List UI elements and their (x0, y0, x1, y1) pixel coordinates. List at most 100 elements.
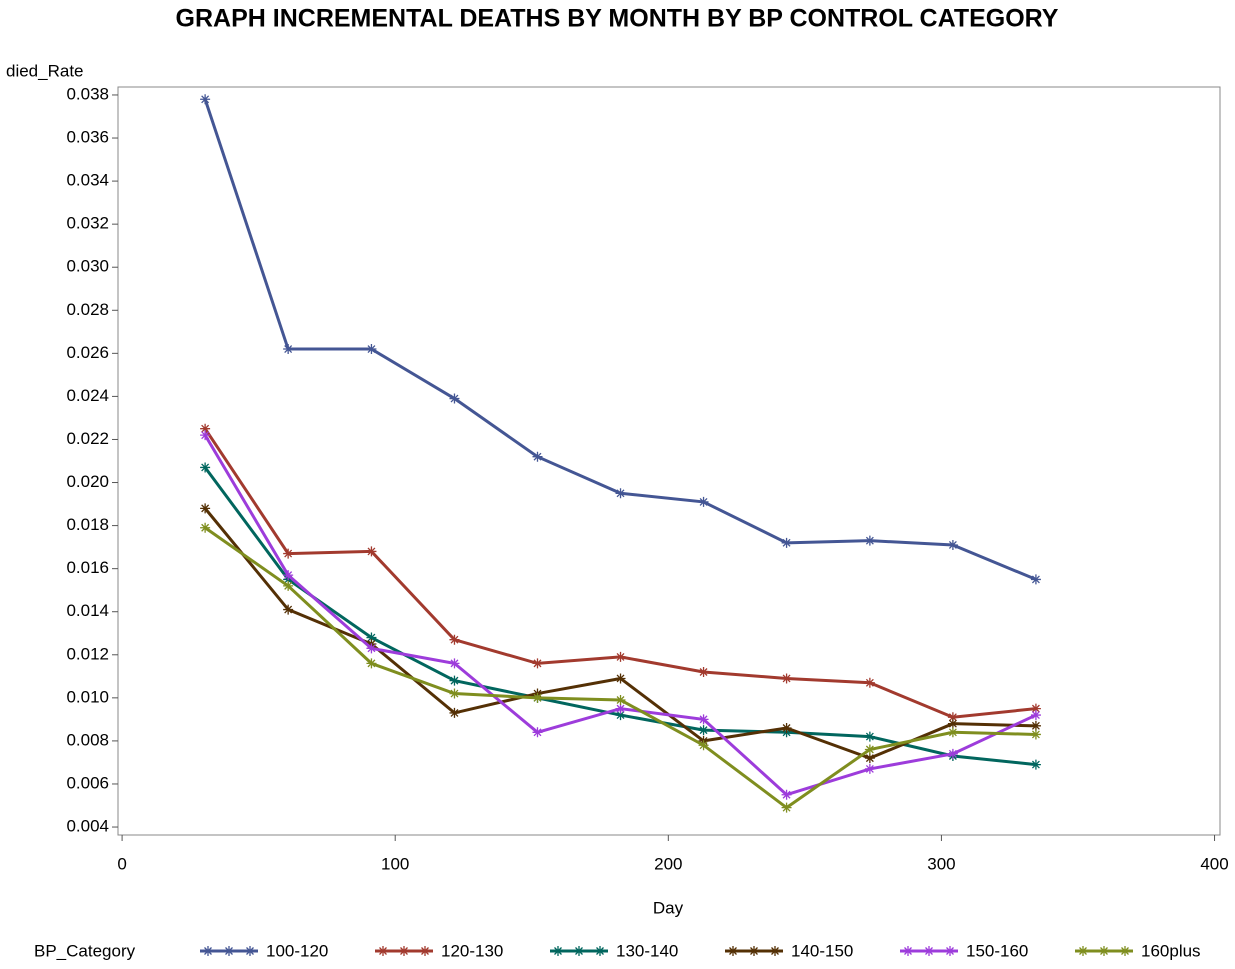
legend-marker (245, 946, 255, 956)
y-tick-label: 0.020 (66, 472, 109, 491)
marker (947, 727, 958, 738)
marker (366, 632, 377, 643)
marker (698, 725, 709, 736)
legend-marker (1078, 946, 1088, 956)
marker (283, 604, 294, 615)
legend-marker (203, 946, 213, 956)
marker (200, 522, 211, 533)
y-tick-label: 0.022 (66, 429, 109, 448)
marker (532, 658, 543, 669)
y-tick-label: 0.038 (66, 84, 109, 103)
y-tick-label: 0.026 (66, 343, 109, 362)
y-tick-label: 0.018 (66, 515, 109, 534)
legend-label: 130-140 (616, 941, 678, 960)
legend-label: 140-150 (791, 941, 853, 960)
marker (781, 789, 792, 800)
marker (1030, 710, 1041, 721)
marker (615, 673, 626, 684)
legend-marker (399, 946, 409, 956)
marker (532, 692, 543, 703)
x-axis-label: Day (653, 898, 684, 917)
y-tick-label: 0.006 (66, 773, 109, 792)
marker (283, 548, 294, 559)
marker (366, 643, 377, 654)
marker (864, 535, 875, 546)
x-tick-label: 300 (927, 854, 955, 873)
marker (615, 651, 626, 662)
x-tick-label: 0 (117, 854, 126, 873)
marker (781, 722, 792, 733)
marker (200, 94, 211, 105)
marker (283, 580, 294, 591)
marker (1030, 574, 1041, 585)
legend-marker (574, 946, 584, 956)
marker (1030, 759, 1041, 770)
y-tick-label: 0.012 (66, 644, 109, 663)
marker (449, 688, 460, 699)
x-tick-label: 400 (1200, 854, 1228, 873)
y-tick-label: 0.032 (66, 214, 109, 233)
legend-marker (924, 946, 934, 956)
x-tick-label: 100 (381, 854, 409, 873)
legend-marker (945, 946, 955, 956)
x-tick-label: 200 (654, 854, 682, 873)
marker (781, 673, 792, 684)
marker (947, 718, 958, 729)
marker (947, 712, 958, 723)
marker (698, 714, 709, 725)
marker (864, 744, 875, 755)
legend-marker (1099, 946, 1109, 956)
marker (449, 658, 460, 669)
y-tick-label: 0.024 (66, 386, 109, 405)
marker (781, 802, 792, 813)
marker (615, 488, 626, 499)
marker (283, 344, 294, 355)
marker (698, 740, 709, 751)
marker (449, 675, 460, 686)
marker (1030, 703, 1041, 714)
legend-marker (420, 946, 430, 956)
marker (947, 539, 958, 550)
marker (366, 658, 377, 669)
legend-marker (749, 946, 759, 956)
series-line (203, 507, 1036, 760)
legend-label: 160plus (1141, 941, 1201, 960)
marker (200, 462, 211, 473)
marker (615, 710, 626, 721)
marker (615, 703, 626, 714)
y-tick-label: 0.034 (66, 171, 109, 190)
series-line (204, 526, 1036, 810)
legend-marker (728, 946, 738, 956)
marker (1030, 729, 1041, 740)
marker (449, 707, 460, 718)
marker (283, 570, 294, 581)
marker (698, 667, 709, 678)
series-line (203, 98, 1037, 581)
marker (449, 634, 460, 645)
legend-label: 120-130 (441, 941, 503, 960)
chart-title: GRAPH INCREMENTAL DEATHS BY MONTH BY BP … (176, 5, 1059, 33)
marker (200, 503, 211, 514)
y-axis-label: died_Rate (6, 61, 84, 80)
marker (200, 423, 211, 434)
marker (864, 753, 875, 764)
y-tick-label: 0.008 (66, 730, 109, 749)
marker (864, 677, 875, 688)
marker (532, 727, 543, 738)
legend-marker (378, 946, 388, 956)
marker (947, 748, 958, 759)
marker (864, 763, 875, 774)
marker (366, 546, 377, 557)
marker (449, 393, 460, 404)
marker (1030, 720, 1041, 731)
marker (532, 451, 543, 462)
y-tick-label: 0.014 (66, 601, 109, 620)
plot-frame (117, 86, 1221, 836)
y-tick-label: 0.030 (66, 257, 109, 276)
legend-marker (595, 946, 605, 956)
marker (864, 731, 875, 742)
legend-marker (224, 946, 234, 956)
marker (366, 344, 377, 355)
y-tick-label: 0.004 (66, 817, 109, 836)
